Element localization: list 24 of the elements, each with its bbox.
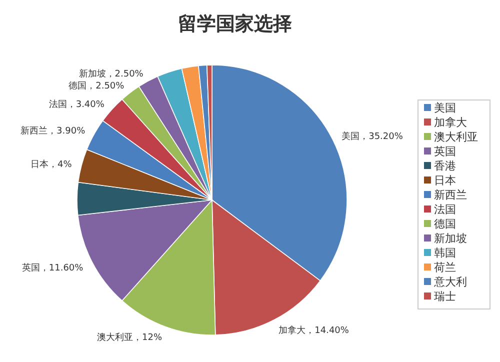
data-label: 澳大利亚，12% [97,332,162,344]
legend-label: 韩国 [434,246,456,260]
legend-label: 日本 [434,174,456,187]
data-label: 日本，4% [30,159,72,170]
data-label: 德国，2.50% [68,80,125,92]
legend-label: 新西兰 [434,188,467,202]
data-label: 新西兰，3.90% [20,126,86,137]
data-label: 加拿大，14.40% [278,324,350,336]
legend-label: 香港 [434,160,456,172]
legend-label: 瑞士 [434,290,456,303]
chart-title: 留学国家选择 [178,13,292,35]
data-label: 美国，35.20% [342,130,404,142]
legend-label: 法国 [434,203,456,216]
legend-label: 意大利 [433,276,467,288]
legend-label: 德国 [434,218,456,230]
legend-label: 新加坡 [434,232,467,245]
legend-label: 澳大利亚 [434,130,478,144]
legend-label: 加拿大 [434,116,467,129]
data-label: 英国，11.60% [22,262,84,274]
data-label: 法国，3.40% [48,98,105,110]
legend-label: 英国 [434,145,456,158]
data-label: 新加坡，2.50% [78,68,144,80]
legend-label: 美国 [434,102,456,114]
legend-label: 荷兰 [434,261,456,274]
